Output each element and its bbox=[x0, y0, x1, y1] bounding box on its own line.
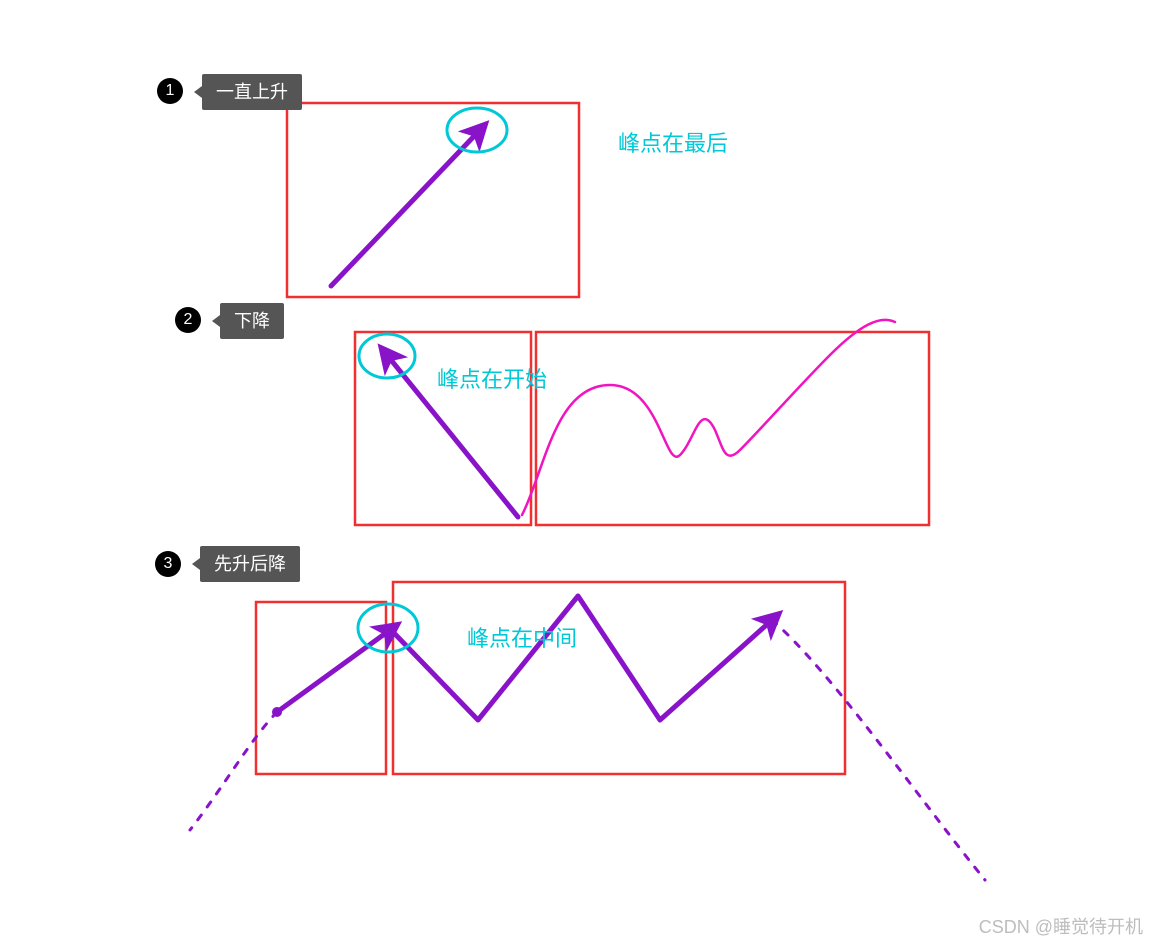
section-3-box-0 bbox=[256, 602, 386, 774]
diagram-canvas bbox=[0, 0, 1161, 951]
section-2-magenta-line-0 bbox=[522, 320, 895, 515]
section-3-dashed-line-1 bbox=[772, 620, 985, 880]
section-3-number-badge: 3 bbox=[155, 551, 181, 577]
section-2-peak-annotation: 峰点在开始 bbox=[437, 362, 547, 394]
section-2-tag-label: 下降 bbox=[220, 303, 284, 339]
section-1-number-badge: 1 bbox=[157, 78, 183, 104]
section-1-tag-label: 一直上升 bbox=[202, 74, 302, 110]
section-3-purple-line-0 bbox=[277, 630, 390, 712]
section-3-dashed-line-0 bbox=[190, 712, 277, 830]
section-3-tag-label: 先升后降 bbox=[200, 546, 300, 582]
section-2-box-0 bbox=[355, 332, 531, 525]
section-1-peak-annotation: 峰点在最后 bbox=[618, 126, 728, 158]
section-3-peak-annotation: 峰点在中间 bbox=[467, 621, 577, 653]
section-2-number-badge: 2 bbox=[175, 307, 201, 333]
section-3-purple-line-1 bbox=[393, 596, 772, 720]
section-2-box-1 bbox=[536, 332, 929, 525]
section-3-peak-circle bbox=[358, 604, 418, 652]
watermark: CSDN @睡觉待开机 bbox=[979, 913, 1143, 939]
section-3-box-1 bbox=[393, 582, 845, 774]
section-1-box-0 bbox=[287, 103, 579, 297]
section-1-purple-line-0 bbox=[331, 131, 479, 286]
